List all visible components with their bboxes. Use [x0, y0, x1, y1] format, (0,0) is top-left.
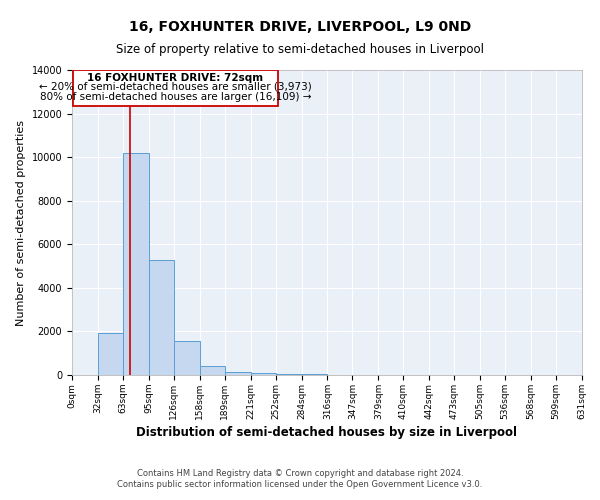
Text: 80% of semi-detached houses are larger (16,109) →: 80% of semi-detached houses are larger (…: [40, 92, 311, 102]
Bar: [200, 366, 225, 375]
Text: Contains HM Land Registry data © Crown copyright and database right 2024.: Contains HM Land Registry data © Crown c…: [137, 468, 463, 477]
Bar: [123, 153, 149, 375]
Bar: [98, 332, 123, 375]
Bar: [225, 372, 251, 375]
Text: Size of property relative to semi-detached houses in Liverpool: Size of property relative to semi-detach…: [116, 42, 484, 56]
Bar: [174, 341, 200, 375]
Bar: [302, 374, 328, 375]
Bar: [251, 374, 275, 375]
Text: Contains public sector information licensed under the Open Government Licence v3: Contains public sector information licen…: [118, 480, 482, 489]
Y-axis label: Number of semi-detached properties: Number of semi-detached properties: [16, 120, 26, 326]
Bar: [275, 374, 302, 375]
Text: 16, FOXHUNTER DRIVE, LIVERPOOL, L9 0ND: 16, FOXHUNTER DRIVE, LIVERPOOL, L9 0ND: [129, 20, 471, 34]
Text: 16 FOXHUNTER DRIVE: 72sqm: 16 FOXHUNTER DRIVE: 72sqm: [88, 72, 263, 83]
Bar: [149, 260, 174, 375]
X-axis label: Distribution of semi-detached houses by size in Liverpool: Distribution of semi-detached houses by …: [137, 426, 517, 439]
Bar: [73, 70, 278, 106]
Text: ← 20% of semi-detached houses are smaller (3,973): ← 20% of semi-detached houses are smalle…: [39, 82, 312, 92]
